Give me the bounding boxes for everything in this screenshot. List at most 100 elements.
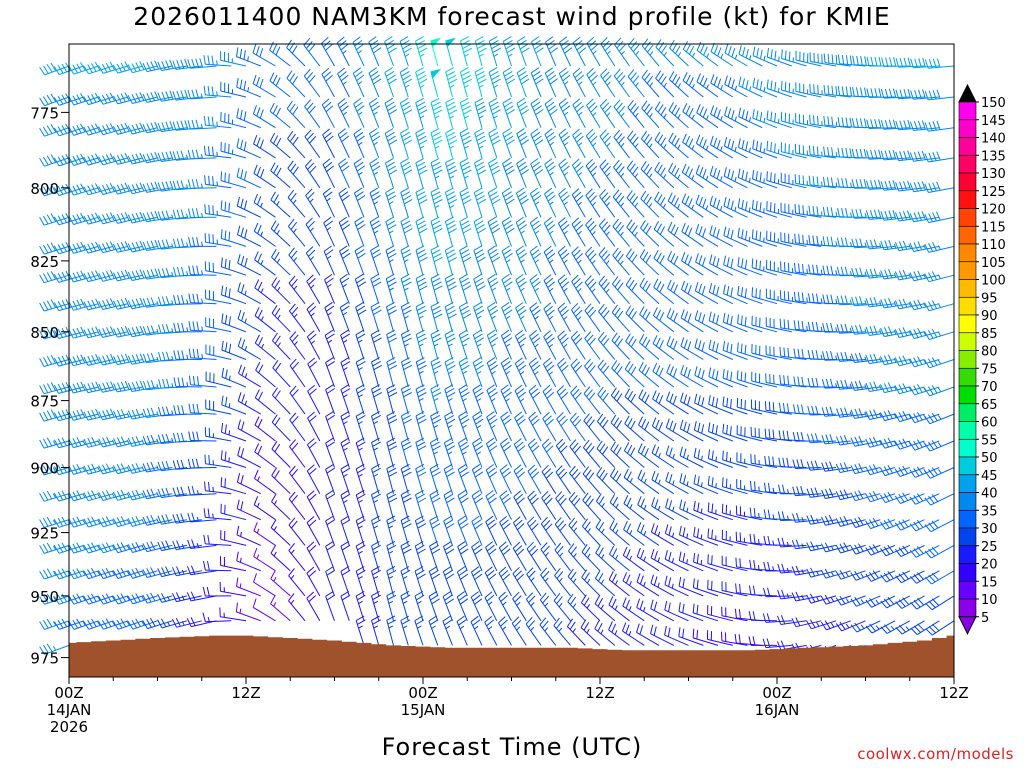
wind-barb	[400, 187, 413, 218]
barb-feather	[401, 161, 411, 168]
barb-feather	[271, 493, 277, 502]
barb-feather	[161, 488, 166, 498]
barb-feather	[102, 271, 108, 281]
wind-barb	[307, 384, 321, 415]
barb-feather	[154, 91, 160, 101]
wind-barb	[321, 98, 335, 128]
barb-half-feather	[445, 625, 450, 630]
barb-shaft	[254, 259, 276, 276]
barb-feather	[489, 131, 499, 138]
wind-barb	[305, 188, 321, 218]
barb-shaft	[459, 221, 468, 247]
barb-shaft	[444, 192, 453, 218]
wind-barb	[384, 157, 398, 188]
barb-half-feather	[404, 315, 409, 319]
barb-feather	[113, 328, 118, 338]
barb-feather	[274, 335, 281, 344]
barb-feather	[98, 186, 104, 195]
barb-shaft	[499, 522, 512, 546]
barb-feather	[518, 252, 527, 260]
barb-shaft	[400, 494, 409, 520]
barb-feather	[372, 544, 381, 551]
barb-shaft	[220, 616, 247, 622]
barb-feather	[489, 391, 498, 398]
barb-feather	[325, 489, 334, 496]
barb-feather	[516, 128, 525, 135]
barb-feather	[68, 216, 74, 225]
wind-barb	[171, 617, 202, 628]
barb-half-feather	[200, 93, 203, 99]
barb-feather	[307, 411, 315, 419]
barb-feather	[57, 272, 64, 282]
barb-feather	[76, 542, 82, 551]
barb-feather	[120, 212, 126, 222]
barb-feather	[83, 621, 90, 630]
barb-feather	[105, 183, 112, 193]
barb-half-feather	[97, 493, 101, 498]
wind-barb	[430, 97, 443, 128]
barb-feather	[142, 62, 148, 72]
barb-half-feather	[167, 621, 171, 626]
barb-half-feather	[433, 370, 439, 374]
barb-feather	[387, 594, 397, 600]
barb-half-feather	[448, 398, 453, 402]
barb-feather	[517, 418, 526, 426]
wind-barb	[205, 344, 232, 360]
barb-shaft	[336, 42, 350, 67]
barb-feather	[177, 322, 181, 333]
barb-feather	[447, 165, 457, 171]
barb-half-feather	[293, 257, 298, 262]
barb-feather	[53, 384, 59, 394]
barb-shaft	[337, 73, 350, 98]
barb-feather	[341, 493, 351, 500]
barb-feather	[459, 187, 469, 193]
barb-feather	[98, 595, 104, 605]
wind-barb	[500, 329, 513, 360]
barb-shaft	[340, 389, 350, 415]
barb-shaft	[400, 520, 409, 546]
barb-feather	[431, 414, 441, 421]
barb-feather	[255, 361, 261, 371]
barb-feather	[176, 238, 181, 248]
barb-feather	[50, 327, 56, 336]
wind-barb	[157, 239, 188, 250]
barb-feather	[486, 384, 495, 391]
barb-feather	[355, 161, 364, 168]
barb-shaft	[443, 494, 453, 520]
wind-barb	[172, 120, 202, 131]
barb-feather	[324, 161, 333, 169]
barb-shaft	[307, 363, 321, 388]
wind-barb	[220, 229, 247, 247]
wind-barb	[288, 568, 306, 597]
barb-shaft	[131, 303, 158, 310]
barb-feather	[305, 188, 313, 196]
barb-feather	[487, 493, 496, 501]
barb-feather	[61, 271, 67, 281]
barb-feather	[256, 137, 261, 147]
barb-feather	[203, 560, 206, 571]
wind-barb	[500, 411, 512, 442]
wind-barb	[512, 566, 527, 597]
wind-barb	[203, 145, 232, 159]
barb-feather	[94, 61, 101, 71]
barb-feather	[533, 165, 542, 172]
barb-shaft	[500, 362, 512, 388]
wind-barb	[353, 97, 365, 128]
barb-shaft	[415, 192, 424, 218]
barb-feather	[475, 445, 484, 452]
wind-barb	[306, 591, 321, 622]
barb-feather	[236, 473, 241, 483]
barb-feather	[500, 570, 509, 577]
barb-feather	[274, 390, 281, 399]
barb-feather	[400, 187, 410, 193]
barb-half-feather	[276, 200, 280, 206]
barb-feather	[416, 249, 426, 255]
barb-shaft	[339, 307, 350, 332]
barb-feather	[269, 102, 275, 112]
barb-shaft	[370, 278, 380, 304]
barb-half-feather	[290, 599, 295, 605]
barb-feather	[65, 242, 71, 251]
barb-shaft	[415, 278, 424, 304]
barb-feather	[120, 326, 126, 336]
